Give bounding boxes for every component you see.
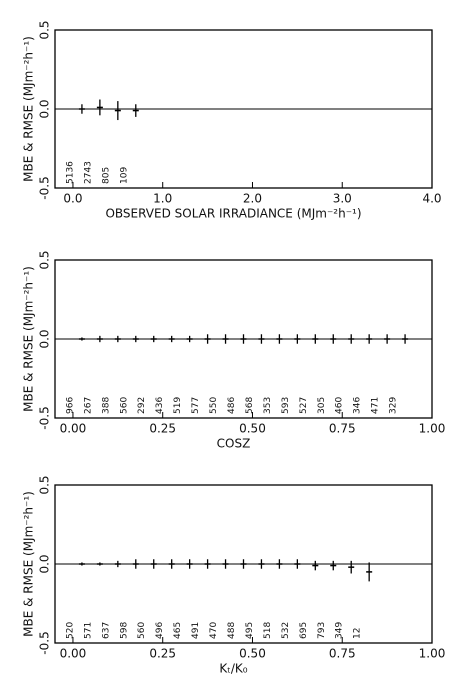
count-label: 349	[335, 622, 345, 639]
count-label: 109	[119, 167, 129, 184]
count-label: 560	[119, 397, 129, 414]
y-axis-label: MBE & RMSE (MJm⁻²h⁻¹)	[22, 36, 36, 182]
count-label: 5136	[65, 161, 75, 184]
count-label: 12	[353, 628, 363, 639]
count-label: 518	[263, 622, 273, 639]
count-label: 471	[371, 397, 381, 414]
count-label: 465	[173, 622, 183, 639]
count-label: 571	[83, 622, 93, 639]
x-tick-label: 2.0	[243, 192, 262, 206]
y-tick-label: 0.0	[38, 99, 52, 118]
count-label: 460	[335, 397, 345, 414]
count-label: 637	[101, 622, 111, 639]
x-tick-label: 0.75	[329, 647, 356, 661]
y-axis-label: MBE & RMSE (MJm⁻²h⁻¹)	[22, 266, 36, 412]
y-tick-label: 0.0	[38, 329, 52, 348]
y-tick-label: 0.5	[38, 250, 52, 269]
count-label: 519	[173, 397, 183, 414]
x-tick-label: 4.0	[422, 192, 441, 206]
count-label: 2743	[83, 161, 93, 184]
count-label: 353	[263, 397, 273, 414]
y-tick-label: 0.5	[38, 475, 52, 494]
x-tick-label: 0.50	[239, 422, 266, 436]
y-tick-label: -0.5	[38, 631, 52, 654]
count-label: 486	[227, 397, 237, 414]
x-tick-label: 0.25	[149, 422, 176, 436]
x-tick-label: 0.00	[60, 422, 87, 436]
count-label: 793	[317, 622, 327, 639]
count-label: 329	[389, 397, 399, 414]
y-tick-label: 0.0	[38, 554, 52, 573]
x-tick-label: 1.0	[153, 192, 172, 206]
x-axis-label: OBSERVED SOLAR IRRADIANCE (MJm⁻²h⁻¹)	[105, 207, 361, 221]
x-tick-label: 1.00	[419, 422, 446, 436]
count-label: 436	[155, 397, 165, 414]
y-tick-label: 0.5	[38, 20, 52, 39]
x-axis-label: Kₜ/K₀	[219, 662, 247, 676]
count-label: 388	[101, 397, 111, 414]
count-label: 305	[317, 397, 327, 414]
count-label: 495	[245, 622, 255, 639]
count-label: 520	[65, 622, 75, 639]
count-label: 695	[299, 622, 309, 639]
count-label: 598	[119, 622, 129, 639]
count-label: 292	[137, 397, 147, 414]
count-label: 496	[155, 622, 165, 639]
x-tick-label: 0.00	[60, 647, 87, 661]
count-label: 805	[101, 167, 111, 184]
count-label: 577	[191, 397, 201, 414]
y-axis-label: MBE & RMSE (MJm⁻²h⁻¹)	[22, 491, 36, 637]
x-tick-label: 0.50	[239, 647, 266, 661]
x-tick-label: 0.0	[63, 192, 82, 206]
x-tick-label: 0.25	[149, 647, 176, 661]
count-label: 532	[281, 622, 291, 639]
x-tick-label: 3.0	[333, 192, 352, 206]
y-tick-label: -0.5	[38, 176, 52, 199]
count-label: 488	[227, 622, 237, 639]
count-label: 267	[83, 397, 93, 414]
y-tick-label: -0.5	[38, 406, 52, 429]
count-label: 593	[281, 397, 291, 414]
count-label: 966	[65, 397, 75, 414]
x-axis-label: COSZ	[217, 437, 251, 451]
count-label: 560	[137, 622, 147, 639]
x-tick-label: 0.75	[329, 422, 356, 436]
count-label: 346	[353, 397, 363, 414]
count-label: 550	[209, 397, 219, 414]
count-label: 491	[191, 622, 201, 639]
count-label: 470	[209, 622, 219, 639]
x-tick-label: 1.00	[419, 647, 446, 661]
count-label: 568	[245, 397, 255, 414]
count-label: 527	[299, 397, 309, 414]
